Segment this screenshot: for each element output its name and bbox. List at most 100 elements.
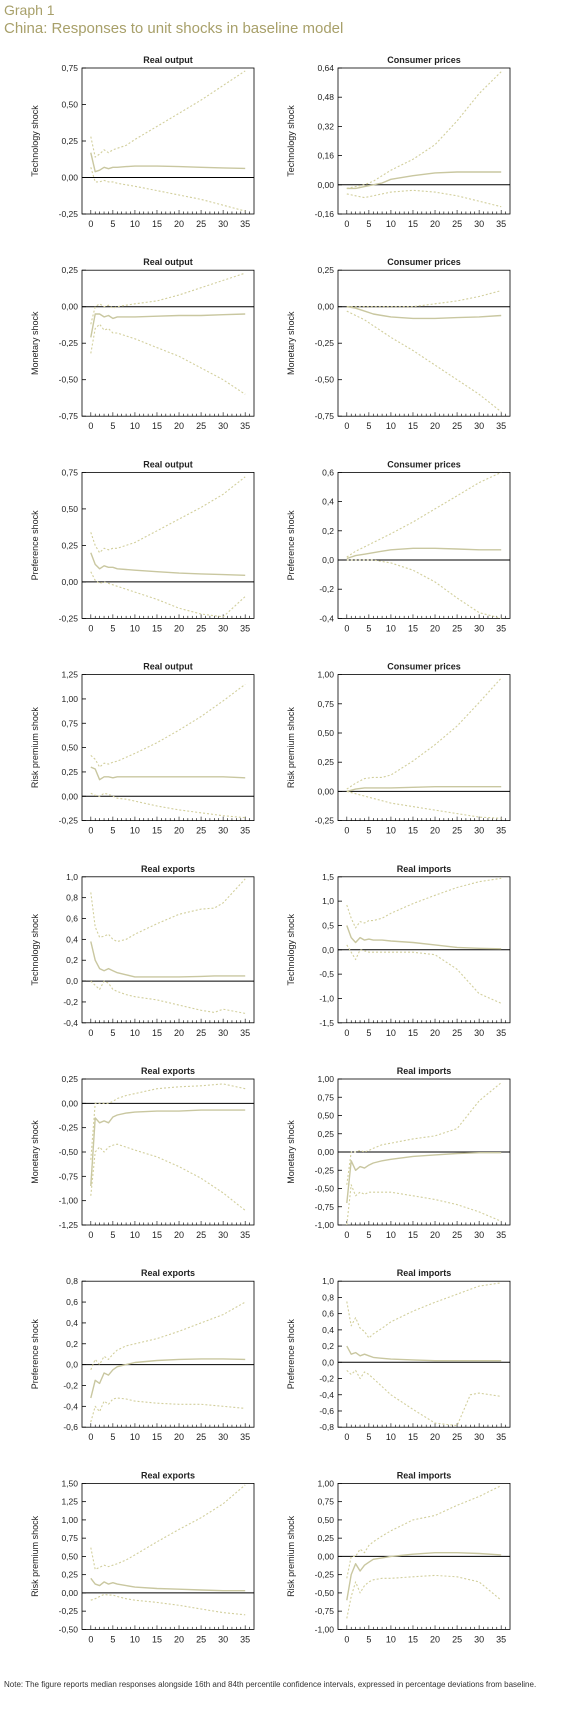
upper-band-line (90, 1484, 246, 1571)
x-tick-label: 0 (344, 1230, 349, 1240)
y-tick-label: 1,25 (61, 1497, 78, 1507)
x-tick-label: 0 (344, 623, 349, 633)
plot-frame (81, 1280, 255, 1428)
lower-band-line (90, 1143, 246, 1211)
upper-band-line (346, 1485, 502, 1579)
x-tick-label: 15 (152, 623, 162, 633)
plot-frame (337, 1280, 511, 1428)
plot-frame (81, 67, 255, 215)
y-tick-label: 0,2 (322, 1341, 334, 1351)
x-tick-label: 0 (344, 1028, 349, 1038)
x-tick-label: 20 (174, 219, 184, 229)
y-axis-label: Risk premium shock (30, 1515, 40, 1597)
median-line (90, 552, 246, 576)
median-line (90, 1109, 246, 1187)
y-tick-label: -0,2 (319, 584, 334, 594)
plot-frame (337, 269, 511, 417)
x-tick-label: 35 (240, 623, 250, 633)
y-tick-label: 0,50 (317, 1515, 334, 1525)
median-line (346, 1345, 502, 1362)
x-tick-label: 0 (344, 1432, 349, 1442)
chart-panel-4: Consumer prices Monetary shock -0,75 -0,50 -… (286, 257, 511, 431)
upper-band-line (346, 1282, 502, 1339)
panel-title: Real imports (397, 1470, 452, 1480)
y-tick-label: -0,2 (63, 997, 78, 1007)
x-tick-label: 35 (496, 219, 506, 229)
upper-band-line (346, 71, 502, 189)
y-tick-label: 0,25 (61, 1570, 78, 1580)
upper-band-line (90, 272, 246, 325)
x-tick-label: 20 (174, 1432, 184, 1442)
y-axis-label: Preference shock (286, 510, 296, 581)
upper-band-line (346, 677, 502, 790)
x-tick-label: 5 (110, 219, 115, 229)
x-tick-label: 5 (366, 826, 371, 836)
x-tick-label: 30 (474, 1432, 484, 1442)
y-tick-label: 0,75 (317, 1092, 334, 1102)
x-tick-label: 35 (240, 421, 250, 431)
y-tick-label: 0,50 (61, 100, 78, 110)
x-tick-label: 5 (366, 421, 371, 431)
y-tick-label: 0,2 (66, 955, 78, 965)
x-tick-label: 5 (110, 1028, 115, 1038)
median-line (346, 1551, 502, 1601)
y-tick-label: -0,75 (315, 411, 335, 421)
plot-frame (81, 1078, 255, 1226)
plot-frame (81, 1483, 255, 1630)
y-tick-label: 0,75 (317, 1497, 334, 1507)
y-axis-label: Monetary shock (286, 311, 296, 375)
chart-panel-8: Consumer prices Risk premium shock -0,25 0,… (286, 662, 511, 836)
median-line (346, 171, 502, 190)
x-tick-label: 5 (366, 1028, 371, 1038)
y-tick-label: -0,75 (59, 411, 79, 421)
chart-panel-13: Real exports Preference shock -0,6 -0,4 -0,2… (30, 1268, 255, 1442)
x-tick-label: 30 (474, 1230, 484, 1240)
y-axis-label: Preference shock (30, 1319, 40, 1390)
chart-panel-10: Real imports Technology shock -1,5 -1,0 -0,5… (286, 864, 511, 1038)
y-tick-label: 0,00 (317, 180, 334, 190)
y-tick-label: 0,8 (322, 1292, 334, 1302)
graph-label: Graph 1 (4, 2, 55, 18)
x-tick-label: 15 (408, 421, 418, 431)
x-tick-label: 20 (174, 421, 184, 431)
y-tick-label: -0,6 (63, 1422, 78, 1432)
panel-title: Real imports (397, 1066, 452, 1076)
x-tick-label: 5 (110, 421, 115, 431)
chart-panel-9: Real exports Technology shock -0,4 -0,2 0,0 0… (30, 864, 255, 1038)
x-tick-label: 0 (88, 1230, 93, 1240)
x-tick-label: 20 (174, 1230, 184, 1240)
y-tick-label: -0,25 (315, 1570, 335, 1580)
x-tick-label: 5 (366, 1634, 371, 1644)
chart-panel-3: Real output Monetary shock -0,75 -0,50 -0,25… (30, 257, 255, 431)
x-tick-label: 10 (386, 219, 396, 229)
x-tick-label: 15 (152, 1432, 162, 1442)
x-tick-label: 0 (344, 219, 349, 229)
y-tick-label: -0,25 (59, 816, 79, 826)
y-tick-label: -0,50 (59, 1147, 79, 1157)
x-tick-label: 10 (130, 1432, 140, 1442)
x-tick-label: 0 (88, 1432, 93, 1442)
x-tick-label: 5 (366, 219, 371, 229)
x-tick-label: 25 (196, 421, 206, 431)
y-tick-label: -1,00 (315, 1624, 335, 1634)
chart-panel-5: Real output Preference shock -0,25 0,00 0,25… (30, 459, 255, 633)
median-line (90, 313, 246, 338)
y-tick-label: 1,50 (61, 1478, 78, 1488)
x-tick-label: 5 (366, 623, 371, 633)
x-tick-label: 30 (474, 1028, 484, 1038)
y-tick-label: 0,4 (66, 934, 78, 944)
figure-note: Note: The figure reports median response… (4, 1680, 537, 1689)
chart-panel-1: Real output Technology shock -0,25 0,00 0,25… (30, 55, 255, 229)
y-tick-label: 0,25 (317, 265, 334, 275)
y-tick-label: -0,2 (63, 1380, 78, 1390)
median-line (346, 925, 502, 950)
y-tick-label: 0,00 (61, 1588, 78, 1598)
x-tick-label: 30 (218, 1028, 228, 1038)
upper-band-line (346, 1082, 502, 1185)
y-axis-label: Monetary shock (30, 311, 40, 375)
y-tick-label: -1,00 (59, 1196, 79, 1206)
y-tick-label: 0,25 (61, 767, 78, 777)
x-tick-label: 5 (366, 1230, 371, 1240)
x-tick-label: 20 (430, 1432, 440, 1442)
y-tick-label: 0,25 (317, 1533, 334, 1543)
